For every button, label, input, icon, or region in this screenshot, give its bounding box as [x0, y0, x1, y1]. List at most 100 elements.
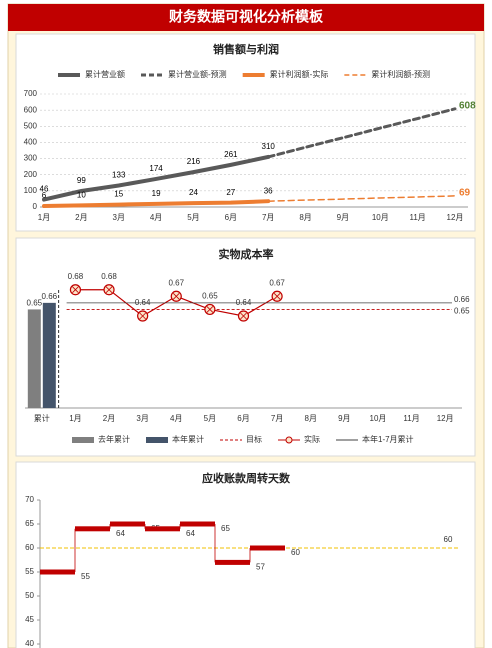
x-tick-label: 11月	[403, 414, 419, 423]
x-tick-label: 4月	[170, 414, 182, 423]
x-tick-label: 2月	[75, 213, 87, 222]
data-label: 64	[116, 529, 125, 538]
x-tick-label: 8月	[305, 414, 317, 423]
data-label: 0.65	[202, 292, 218, 301]
y-tick-label: 0	[33, 202, 38, 211]
data-label: 0.66	[42, 292, 58, 301]
x-tick-label: 10月	[370, 414, 387, 423]
x-tick-label: 4月	[150, 213, 162, 222]
data-label: 65	[221, 524, 230, 533]
reference-label: 0.65	[454, 307, 470, 316]
target-label: 60	[444, 535, 453, 544]
chart-title: 实物成本率	[219, 247, 274, 261]
data-label: 133	[112, 171, 126, 180]
data-label: 0.68	[68, 272, 84, 281]
bar	[27, 309, 41, 408]
step-bar	[110, 521, 145, 527]
y-tick-label: 65	[25, 519, 34, 528]
y-tick-label: 50	[25, 591, 34, 600]
chart-title: 销售额与利润	[213, 42, 279, 56]
data-label: 0.65	[27, 299, 43, 308]
data-label: 6	[42, 191, 47, 200]
data-label: 27	[226, 188, 235, 197]
y-tick-label: 200	[24, 170, 38, 179]
y-tick-label: 400	[24, 138, 38, 147]
page-title: 财务数据可视化分析模板	[168, 9, 324, 25]
marker-cross	[273, 293, 281, 300]
legend-swatch	[72, 437, 94, 443]
data-label: 36	[264, 186, 273, 195]
step-bar	[180, 521, 215, 527]
x-tick-label: 1月	[38, 213, 50, 222]
y-tick-label: 300	[24, 154, 38, 163]
series-line	[266, 107, 457, 159]
marker-cross	[139, 312, 146, 320]
data-label: 0.67	[269, 278, 285, 287]
x-tick-label: 5月	[187, 213, 199, 222]
data-label: 19	[152, 189, 161, 198]
series-line	[267, 195, 456, 202]
y-tick-label: 700	[24, 89, 38, 98]
legend-label: 目标	[246, 434, 262, 444]
marker-cross	[206, 306, 214, 313]
y-tick-label: 70	[25, 495, 34, 504]
y-tick-label: 600	[24, 105, 38, 114]
data-label: 57	[256, 563, 265, 572]
step-bar	[250, 545, 285, 551]
series-line	[42, 154, 271, 202]
marker-cross	[172, 293, 180, 300]
header-bar	[8, 4, 484, 31]
y-tick-label: 40	[25, 639, 34, 648]
panel	[15, 461, 476, 648]
x-tick-label: 12月	[437, 414, 454, 423]
legend-label: 本年累计	[172, 434, 204, 444]
series-line	[42, 199, 271, 209]
legend-label: 实际	[304, 434, 320, 444]
y-tick-label: 45	[25, 615, 34, 624]
legend-label: 累计利润额-实际	[270, 69, 329, 79]
x-tick-label: 9月	[338, 414, 350, 423]
panel	[15, 237, 476, 457]
data-label: 15	[114, 190, 123, 199]
legend-label: 累计营业额-预测	[168, 69, 227, 79]
data-label: 216	[187, 157, 201, 166]
step-bar	[75, 526, 110, 532]
data-label: 310	[262, 142, 276, 151]
x-tick-label: 10月	[372, 213, 389, 222]
x-tick-label: 6月	[225, 213, 237, 222]
legend-label: 去年累计	[98, 434, 130, 444]
data-label: 60	[291, 548, 300, 557]
x-tick-label: 2月	[103, 414, 115, 423]
x-tick-label: 9月	[337, 213, 349, 222]
data-label: 608	[459, 100, 476, 111]
step-bar	[40, 569, 75, 575]
legend-swatch	[146, 437, 168, 443]
x-tick-label: 7月	[271, 414, 283, 423]
data-label: 46	[40, 185, 49, 194]
data-label: 10	[77, 190, 86, 199]
x-tick-label: 12月	[447, 213, 464, 222]
data-label: 0.67	[168, 278, 184, 287]
data-label: 99	[77, 176, 86, 185]
x-tick-label: 5月	[204, 414, 216, 423]
marker-cross	[72, 286, 79, 293]
legend-label: 累计利润额-预测	[371, 69, 430, 79]
y-tick-label: 500	[24, 121, 38, 130]
y-tick-label: 100	[24, 186, 38, 195]
data-label: 64	[186, 529, 195, 538]
y-tick-label: 55	[25, 567, 34, 576]
reference-label: 0.66	[454, 295, 470, 304]
data-label: 69	[459, 188, 471, 199]
chart-title: 应收账款周转天数	[202, 471, 291, 485]
x-tick-label: 6月	[237, 414, 249, 423]
data-label: 24	[189, 188, 198, 197]
x-tick-label: 累计	[34, 413, 50, 423]
marker-cross	[105, 286, 113, 293]
legend-swatch	[285, 436, 293, 444]
step-bar	[145, 526, 180, 532]
data-label: 261	[224, 150, 238, 159]
step-bar	[215, 559, 250, 565]
legend-label: 本年1-7月累计	[362, 434, 414, 444]
data-label: 0.68	[101, 272, 117, 281]
